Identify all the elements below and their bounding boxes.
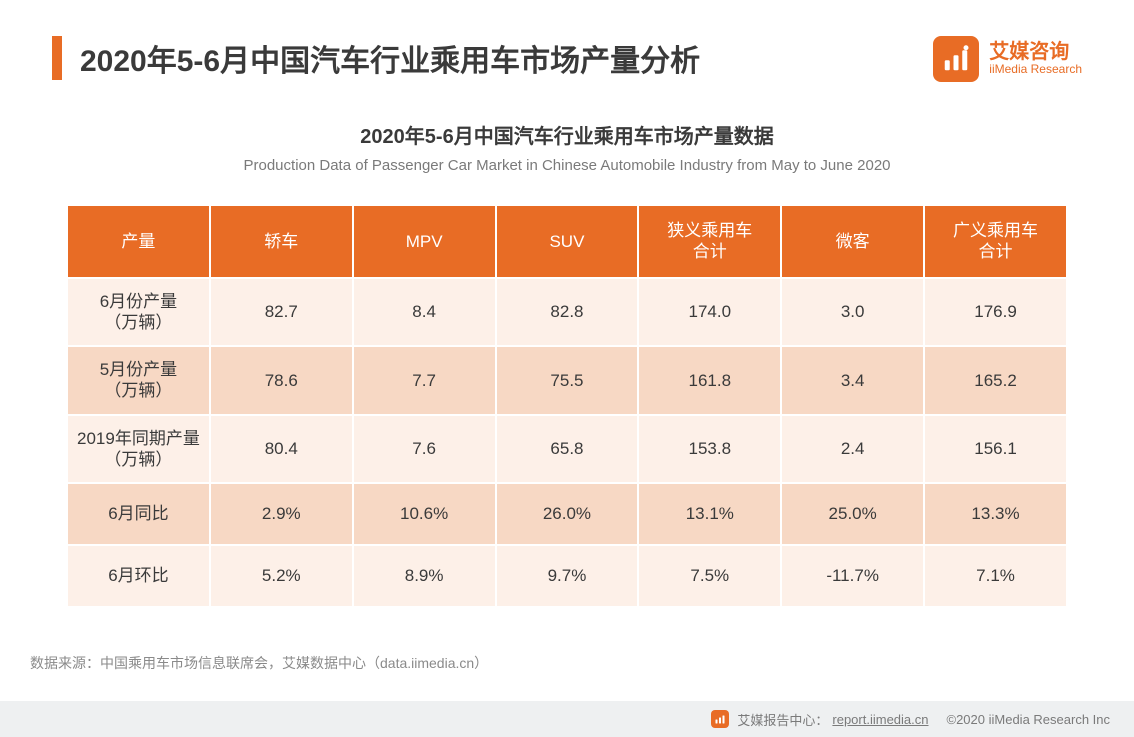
source-text: 中国乘用车市场信息联席会，艾媒数据中心（data.iimedia.cn） xyxy=(100,655,488,671)
table-cell: -11.7% xyxy=(781,545,924,607)
subtitle-cn: 2020年5-6月中国汽车行业乘用车市场产量数据 xyxy=(0,120,1134,149)
accent-bar xyxy=(52,36,62,80)
title-block: 2020年5-6月中国汽车行业乘用车市场产量分析 xyxy=(52,36,700,80)
data-table: 产量轿车MPVSUV狭义乘用车合计微客广义乘用车合计 6月份产量（万辆）82.7… xyxy=(66,204,1068,608)
table-cell: 161.8 xyxy=(638,346,781,415)
footer-copyright: ©2020 iiMedia Research Inc xyxy=(947,712,1111,727)
table-cell: 174.0 xyxy=(638,278,781,347)
column-header: SUV xyxy=(496,205,639,278)
table-cell: 7.7 xyxy=(353,346,496,415)
table-cell: 2.4 xyxy=(781,415,924,484)
brand-logo: 艾媒咨询 iiMedia Research xyxy=(933,36,1082,82)
table-cell: 153.8 xyxy=(638,415,781,484)
table-cell: 13.1% xyxy=(638,483,781,545)
data-source: 数据来源：中国乘用车市场信息联席会，艾媒数据中心（data.iimedia.cn… xyxy=(30,653,488,673)
brand-name-en: iiMedia Research xyxy=(989,63,1082,76)
table-cell: 5.2% xyxy=(210,545,353,607)
column-header: 微客 xyxy=(781,205,924,278)
table-cell: 75.5 xyxy=(496,346,639,415)
column-header: 狭义乘用车合计 xyxy=(638,205,781,278)
footer-logo-icon xyxy=(711,710,729,728)
footer-bar: 艾媒报告中心： report.iimedia.cn ©2020 iiMedia … xyxy=(0,701,1134,737)
table-cell: 165.2 xyxy=(924,346,1067,415)
table-cell: 3.0 xyxy=(781,278,924,347)
table-row: 5月份产量（万辆）78.67.775.5161.83.4165.2 xyxy=(67,346,1067,415)
table-cell: 7.1% xyxy=(924,545,1067,607)
table-cell: 156.1 xyxy=(924,415,1067,484)
table-body: 6月份产量（万辆）82.78.482.8174.03.0176.95月份产量（万… xyxy=(67,278,1067,608)
table-cell: 176.9 xyxy=(924,278,1067,347)
table-cell: 78.6 xyxy=(210,346,353,415)
footer-center-label: 艾媒报告中心： xyxy=(737,710,828,729)
table-cell: 65.8 xyxy=(496,415,639,484)
row-label: 5月份产量（万辆） xyxy=(67,346,210,415)
row-label: 6月环比 xyxy=(67,545,210,607)
row-label: 2019年同期产量（万辆） xyxy=(67,415,210,484)
table-row: 6月同比2.9%10.6%26.0%13.1%25.0%13.3% xyxy=(67,483,1067,545)
table-cell: 8.4 xyxy=(353,278,496,347)
footer-url: report.iimedia.cn xyxy=(832,712,928,727)
column-header: 广义乘用车合计 xyxy=(924,205,1067,278)
subtitle-en: Production Data of Passenger Car Market … xyxy=(0,157,1134,174)
source-label: 数据来源： xyxy=(30,655,100,671)
brand-logo-text: 艾媒咨询 iiMedia Research xyxy=(989,41,1082,76)
data-table-wrap: 产量轿车MPVSUV狭义乘用车合计微客广义乘用车合计 6月份产量（万辆）82.7… xyxy=(0,174,1134,608)
column-header: 轿车 xyxy=(210,205,353,278)
table-cell: 3.4 xyxy=(781,346,924,415)
table-cell: 7.5% xyxy=(638,545,781,607)
table-cell: 25.0% xyxy=(781,483,924,545)
table-cell: 7.6 xyxy=(353,415,496,484)
table-row: 2019年同期产量（万辆）80.47.665.8153.82.4156.1 xyxy=(67,415,1067,484)
header: 2020年5-6月中国汽车行业乘用车市场产量分析 艾媒咨询 iiMedia Re… xyxy=(0,0,1134,82)
table-cell: 80.4 xyxy=(210,415,353,484)
column-header: MPV xyxy=(353,205,496,278)
table-row: 6月环比5.2%8.9%9.7%7.5%-11.7%7.1% xyxy=(67,545,1067,607)
column-header: 产量 xyxy=(67,205,210,278)
table-cell: 82.7 xyxy=(210,278,353,347)
table-cell: 2.9% xyxy=(210,483,353,545)
table-cell: 26.0% xyxy=(496,483,639,545)
table-head: 产量轿车MPVSUV狭义乘用车合计微客广义乘用车合计 xyxy=(67,205,1067,278)
table-cell: 9.7% xyxy=(496,545,639,607)
brand-logo-icon xyxy=(933,36,979,82)
row-label: 6月份产量（万辆） xyxy=(67,278,210,347)
table-cell: 13.3% xyxy=(924,483,1067,545)
table-row: 6月份产量（万辆）82.78.482.8174.03.0176.9 xyxy=(67,278,1067,347)
row-label: 6月同比 xyxy=(67,483,210,545)
brand-name-cn: 艾媒咨询 xyxy=(989,41,1082,63)
table-cell: 82.8 xyxy=(496,278,639,347)
page-title: 2020年5-6月中国汽车行业乘用车市场产量分析 xyxy=(80,36,700,80)
subtitle-block: 2020年5-6月中国汽车行业乘用车市场产量数据 Production Data… xyxy=(0,120,1134,174)
table-cell: 8.9% xyxy=(353,545,496,607)
table-cell: 10.6% xyxy=(353,483,496,545)
